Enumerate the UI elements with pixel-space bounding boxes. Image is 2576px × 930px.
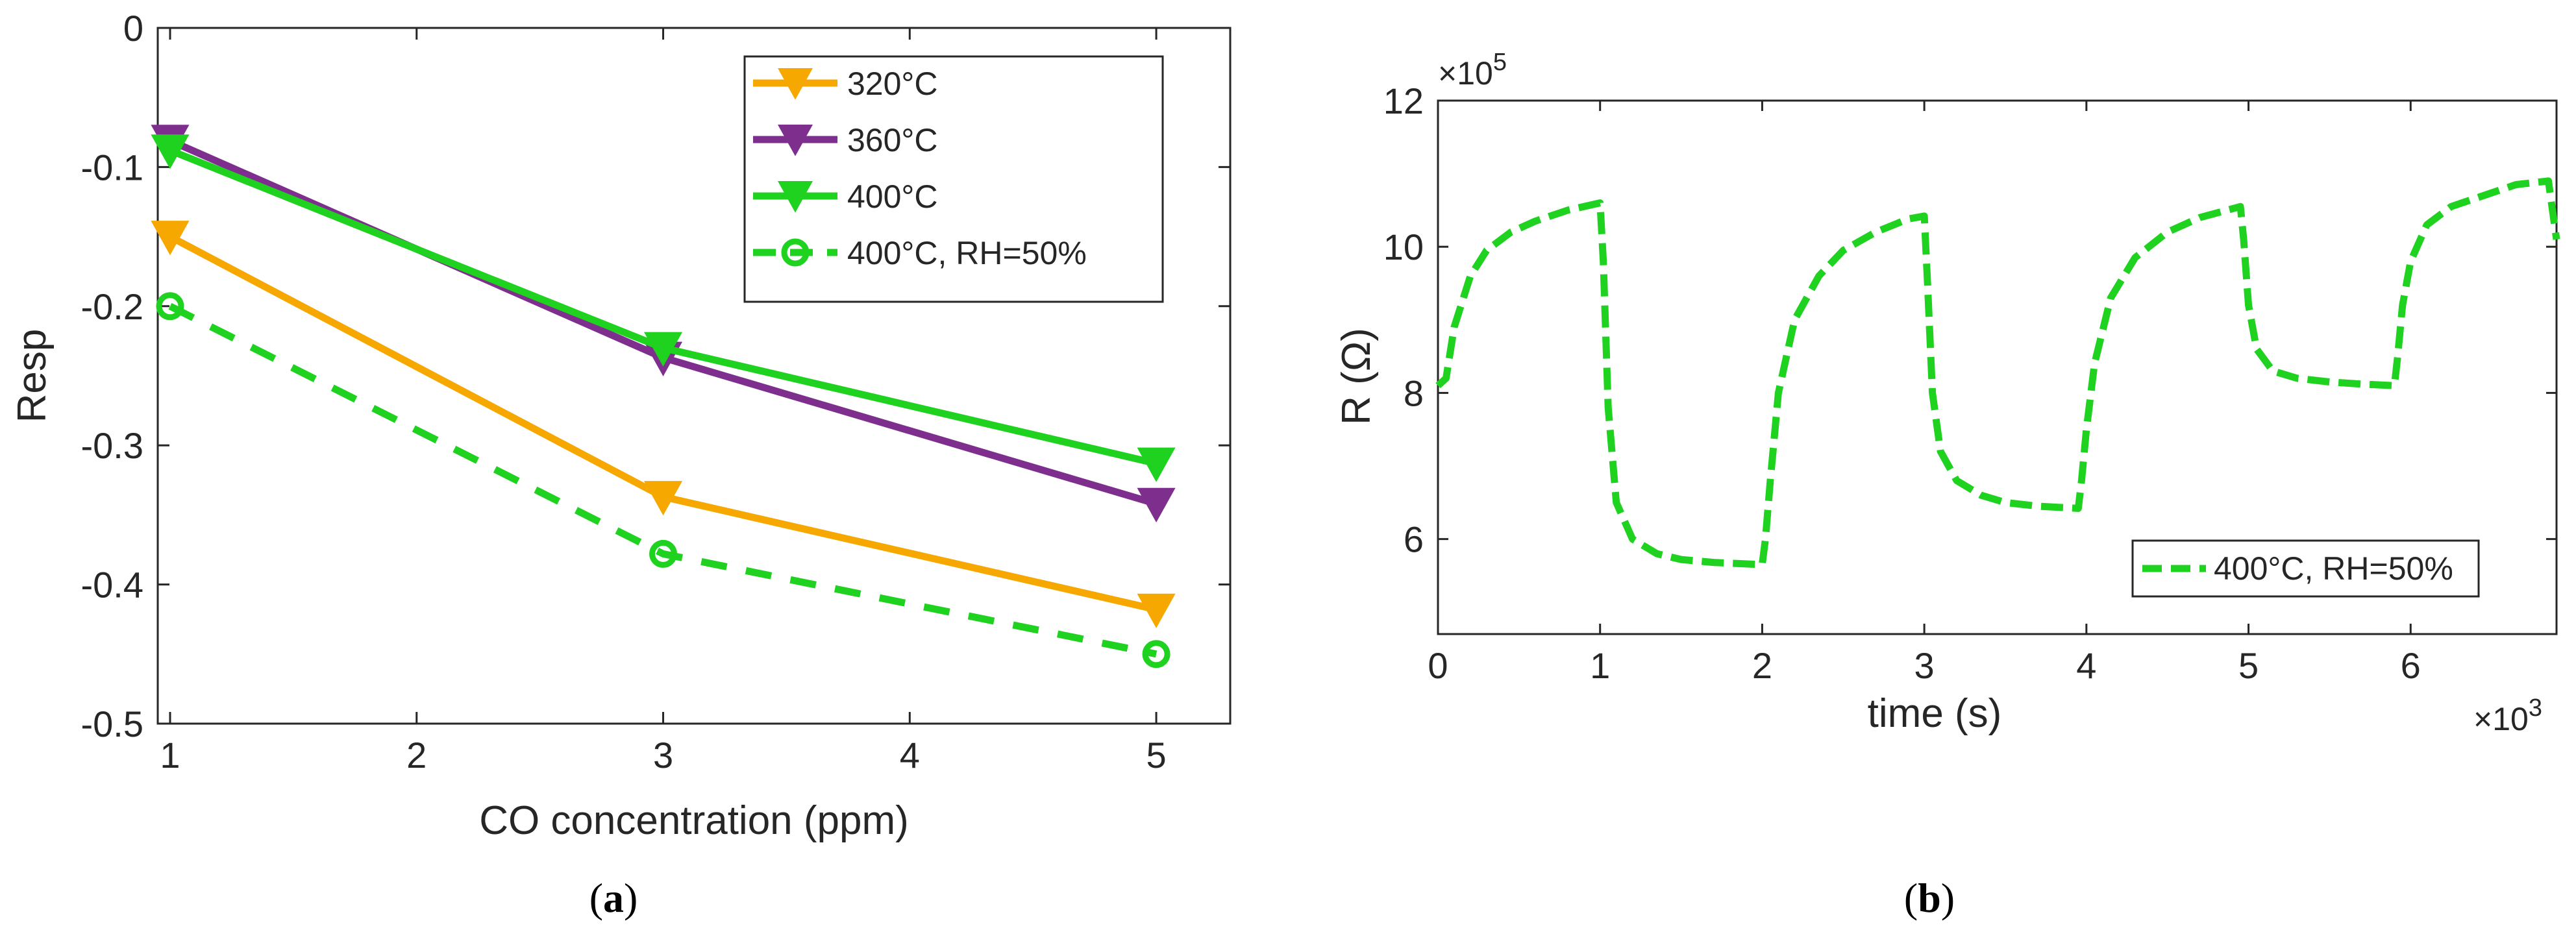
panel-a-series-0 — [151, 221, 1176, 628]
panel-b-x-multiplier: ×103 — [2473, 694, 2542, 737]
panel-a-xtick-label: 1 — [160, 735, 180, 776]
panel-a-ytick-label: -0.2 — [81, 286, 144, 327]
panel-a-legend: 320°C 360°C 400°C 400°C, RH=50% — [743, 55, 1164, 303]
panel-b-ytick-label: 8 — [1404, 373, 1424, 413]
panel-a-legend-label: 320°C — [847, 66, 938, 102]
panel-a-xtick-label: 3 — [653, 735, 673, 776]
panel-a-ytick-label: -0.1 — [81, 147, 144, 188]
panel-a-point — [643, 332, 683, 367]
panel-a-legend-box — [743, 55, 1164, 303]
panel-b-caption: (b) — [1904, 875, 1955, 921]
panel-a-legend-marker — [781, 238, 810, 267]
panel-b-xtick-label: 2 — [1752, 645, 1772, 686]
panel-b-xtick-label: 0 — [1428, 645, 1448, 686]
panel-a-xtick-label: 4 — [900, 735, 920, 776]
panel-a-series-3 — [156, 292, 1170, 668]
panel-a-xlabel: CO concentration (ppm) — [479, 798, 909, 843]
panel-a-point — [1137, 487, 1176, 522]
panel-b-xlabel: time (s) — [1868, 691, 2002, 736]
panel-b-ylabel: R (Ω) — [1334, 328, 1379, 425]
panel-a-legend-marker — [778, 181, 813, 213]
panel-a-ytick-label: -0.5 — [81, 704, 144, 744]
panel-b-ytick-label: 12 — [1383, 80, 1424, 121]
panel-a-caption: (a) — [589, 875, 638, 921]
panel-a-xtick-label: 5 — [1146, 735, 1166, 776]
panel-a-point — [1142, 640, 1170, 668]
panel-a-legend-label: 400°C, RH=50% — [847, 235, 1087, 271]
panel-a-ylabel: Resp — [10, 329, 55, 423]
panel-a-legend-label: 360°C — [847, 122, 938, 158]
panel-a-point — [156, 292, 184, 321]
panel-b-xtick-label: 6 — [2401, 645, 2421, 686]
panel-b-xtick-label: 4 — [2076, 645, 2096, 686]
panel-b-legend: 400°C, RH=50% — [2131, 539, 2480, 598]
panel-a-point — [649, 539, 678, 568]
panel-a: 1 2 3 4 5 0 -0.1 -0.2 -0.3 -0.4 -0.5 CO concentrat… — [10, 8, 1232, 921]
panel-b-xtick-label: 5 — [2238, 645, 2259, 686]
panel-a-legend-marker — [778, 125, 813, 156]
panel-a-ytick-label: -0.3 — [81, 425, 144, 466]
panel-a-ticks: 1 2 3 4 5 0 -0.1 -0.2 -0.3 -0.4 -0.5 — [81, 8, 1230, 776]
panel-b-series — [1435, 177, 2560, 569]
panel-a-point — [1137, 447, 1176, 482]
panel-b-y-multiplier: ×105 — [1438, 49, 1507, 92]
panel-b-ytick-label: 10 — [1383, 226, 1424, 267]
panel-a-xtick-label: 2 — [406, 735, 427, 776]
panel-a-ytick-label: -0.4 — [81, 565, 144, 606]
panel-a-point — [151, 134, 190, 169]
panel-a-series-2 — [151, 134, 1176, 482]
panel-a-series-line — [168, 302, 1158, 658]
panel-b-series-0 — [1435, 177, 2560, 569]
panel-a-point — [643, 481, 683, 516]
panel-a-ytick-label: 0 — [123, 8, 143, 49]
panel-b-legend-label: 400°C, RH=50% — [2214, 550, 2453, 587]
panel-b-xtick-label: 1 — [1590, 645, 1610, 686]
panel-a-point — [1137, 593, 1176, 628]
panel-a-point — [151, 221, 190, 256]
panel-a-legend-label: 400°C — [847, 178, 938, 215]
panel-b-ytick-label: 6 — [1404, 519, 1424, 560]
panel-b-xtick-label: 3 — [1914, 645, 1935, 686]
panel-a-series — [151, 125, 1176, 668]
panel-a-legend-marker — [778, 68, 813, 100]
